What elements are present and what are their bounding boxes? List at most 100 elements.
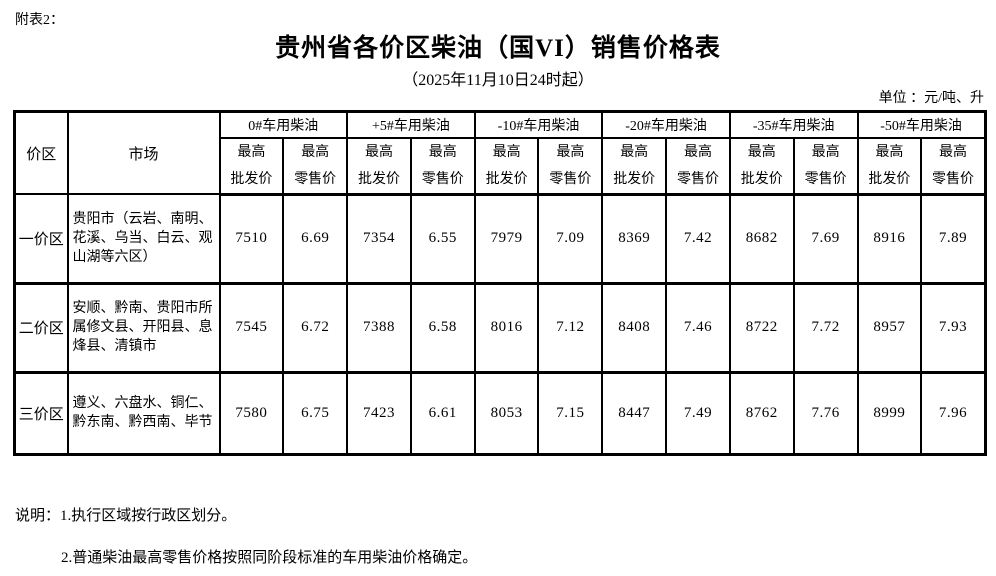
price-cell: 7.72 (792, 282, 859, 374)
page-title: 贵州省各价区柴油（国VI）销售价格表 (275, 35, 721, 62)
wholesale-label: 批发价 (868, 171, 911, 187)
price-cell: 6.69 (282, 193, 349, 285)
subheader-max-wholesale: 最高 批发价 (728, 136, 795, 196)
wholesale-label: 批发价 (485, 171, 528, 187)
price-cell: 7.49 (665, 371, 731, 456)
subheader-max-retail: 最高 零售价 (920, 136, 987, 196)
wholesale-label: 批发价 (357, 171, 400, 187)
product-group-header: -50#车用柴油 (856, 110, 987, 139)
wholesale-label: 批发价 (230, 171, 273, 187)
max-label: 最高 (492, 144, 521, 160)
note-line-2: 2.普通柴油最高零售价格按照同阶段标准的车用柴油价格确定。 (61, 550, 478, 566)
product-group-header: -35#车用柴油 (728, 110, 859, 139)
price-cell: 8916 (856, 193, 923, 285)
unit-label: 单位 ：元/吨、升 (878, 91, 984, 106)
max-label: 最高 (428, 144, 457, 160)
product-group-header: -10#车用柴油 (473, 110, 604, 139)
subheader-max-wholesale: 最高 批发价 (473, 136, 540, 196)
price-cell: 8447 (601, 371, 668, 456)
max-label: 最高 (684, 144, 712, 160)
retail-label: 零售价 (549, 171, 592, 187)
price-cell: 7.76 (792, 371, 859, 456)
retail-label: 零售价 (294, 171, 337, 187)
price-cell: 7.42 (665, 193, 731, 285)
zone-column-header: 价区 (13, 110, 69, 195)
zone-cell: 三价区 (13, 371, 69, 456)
price-cell: 7510 (218, 193, 285, 285)
price-cell: 7.93 (920, 282, 987, 374)
attachment-label: 附表2： (15, 13, 64, 28)
price-cell: 7.69 (792, 193, 859, 285)
retail-label: 零售价 (804, 171, 847, 187)
price-cell: 7.89 (920, 193, 987, 285)
price-cell: 8762 (728, 371, 795, 456)
table-row: 一价区 贵阳市（云岩、南明、花溪、乌当、白云、观山湖等六区） 7510 6.69… (13, 193, 987, 285)
price-cell: 8053 (473, 371, 540, 456)
max-label: 最高 (301, 144, 330, 160)
retail-label: 零售价 (421, 171, 464, 187)
price-cell: 7388 (346, 282, 412, 374)
zone-cell: 二价区 (13, 282, 69, 374)
price-cell: 6.55 (409, 193, 476, 285)
table-header: 价区 市场 0#车用柴油 +5#车用柴油 -10#车用柴油 -20#车用柴油 -… (13, 110, 987, 196)
price-cell: 6.58 (409, 282, 476, 374)
price-cell: 6.72 (282, 282, 349, 374)
price-cell: 7545 (218, 282, 285, 374)
price-cell: 7580 (218, 371, 285, 456)
subheader-max-wholesale: 最高 批发价 (856, 136, 923, 196)
wholesale-label: 批发价 (613, 171, 656, 187)
price-cell: 8408 (601, 282, 668, 374)
price-cell: 7423 (346, 371, 412, 456)
subheader-max-retail: 最高 零售价 (792, 136, 859, 196)
max-label: 最高 (811, 144, 840, 160)
market-cell: 贵阳市（云岩、南明、花溪、乌当、白云、观山湖等六区） (66, 193, 221, 285)
table-body: 一价区 贵阳市（云岩、南明、花溪、乌当、白云、观山湖等六区） 7510 6.69… (13, 193, 987, 456)
subheader-max-retail: 最高 零售价 (665, 136, 731, 196)
wholesale-label: 批发价 (740, 171, 783, 187)
price-cell: 7.09 (537, 193, 604, 285)
market-column-header: 市场 (66, 110, 221, 195)
max-label: 最高 (747, 144, 776, 160)
price-cell: 8682 (728, 193, 795, 285)
price-cell: 7.12 (537, 282, 604, 374)
subheader-max-wholesale: 最高 批发价 (346, 136, 412, 196)
price-cell: 7354 (346, 193, 412, 285)
price-cell: 8999 (856, 371, 923, 456)
max-label: 最高 (364, 144, 393, 160)
price-cell: 8722 (728, 282, 795, 374)
price-cell: 6.61 (409, 371, 476, 456)
table-row: 三价区 遵义、六盘水、铜仁、黔东南、黔西南、毕节 7580 6.75 7423 … (13, 371, 987, 456)
max-label: 最高 (875, 144, 904, 160)
price-cell: 8369 (601, 193, 668, 285)
product-group-header: +5#车用柴油 (346, 110, 476, 139)
diesel-price-table: 价区 市场 0#车用柴油 +5#车用柴油 -10#车用柴油 -20#车用柴油 -… (13, 110, 987, 456)
product-group-header: -20#车用柴油 (601, 110, 731, 139)
subheader-max-retail: 最高 零售价 (409, 136, 476, 196)
subheader-max-wholesale: 最高 批发价 (218, 136, 285, 196)
subheader-max-retail: 最高 零售价 (282, 136, 349, 196)
subheader-max-wholesale: 最高 批发价 (601, 136, 668, 196)
note-line-1: 说明：1.执行区域按行政区划分。 (15, 508, 237, 524)
max-label: 最高 (620, 144, 649, 160)
header-group-row: 价区 市场 0#车用柴油 +5#车用柴油 -10#车用柴油 -20#车用柴油 -… (13, 110, 987, 195)
max-label: 最高 (237, 144, 266, 160)
effective-date-subtitle: （2025年11月10日24时起） (402, 72, 594, 89)
product-group-header: 0#车用柴油 (218, 110, 349, 139)
subheader-max-retail: 最高 零售价 (537, 136, 604, 196)
market-cell: 安顺、黔南、贵阳市所属修文县、开阳县、息烽县、清镇市 (66, 282, 221, 374)
price-cell: 7.46 (665, 282, 731, 374)
max-label: 最高 (938, 144, 967, 160)
retail-label: 零售价 (677, 171, 719, 187)
price-cell: 7.15 (537, 371, 604, 456)
table-row: 二价区 安顺、黔南、贵阳市所属修文县、开阳县、息烽县、清镇市 7545 6.72… (13, 282, 987, 374)
price-cell: 6.75 (282, 371, 349, 456)
market-cell: 遵义、六盘水、铜仁、黔东南、黔西南、毕节 (66, 371, 221, 456)
max-label: 最高 (556, 144, 585, 160)
zone-cell: 一价区 (13, 193, 69, 285)
price-cell: 8016 (473, 282, 540, 374)
price-cell: 7.96 (920, 371, 987, 456)
price-cell: 8957 (856, 282, 923, 374)
retail-label: 零售价 (931, 171, 974, 187)
price-cell: 7979 (473, 193, 540, 285)
